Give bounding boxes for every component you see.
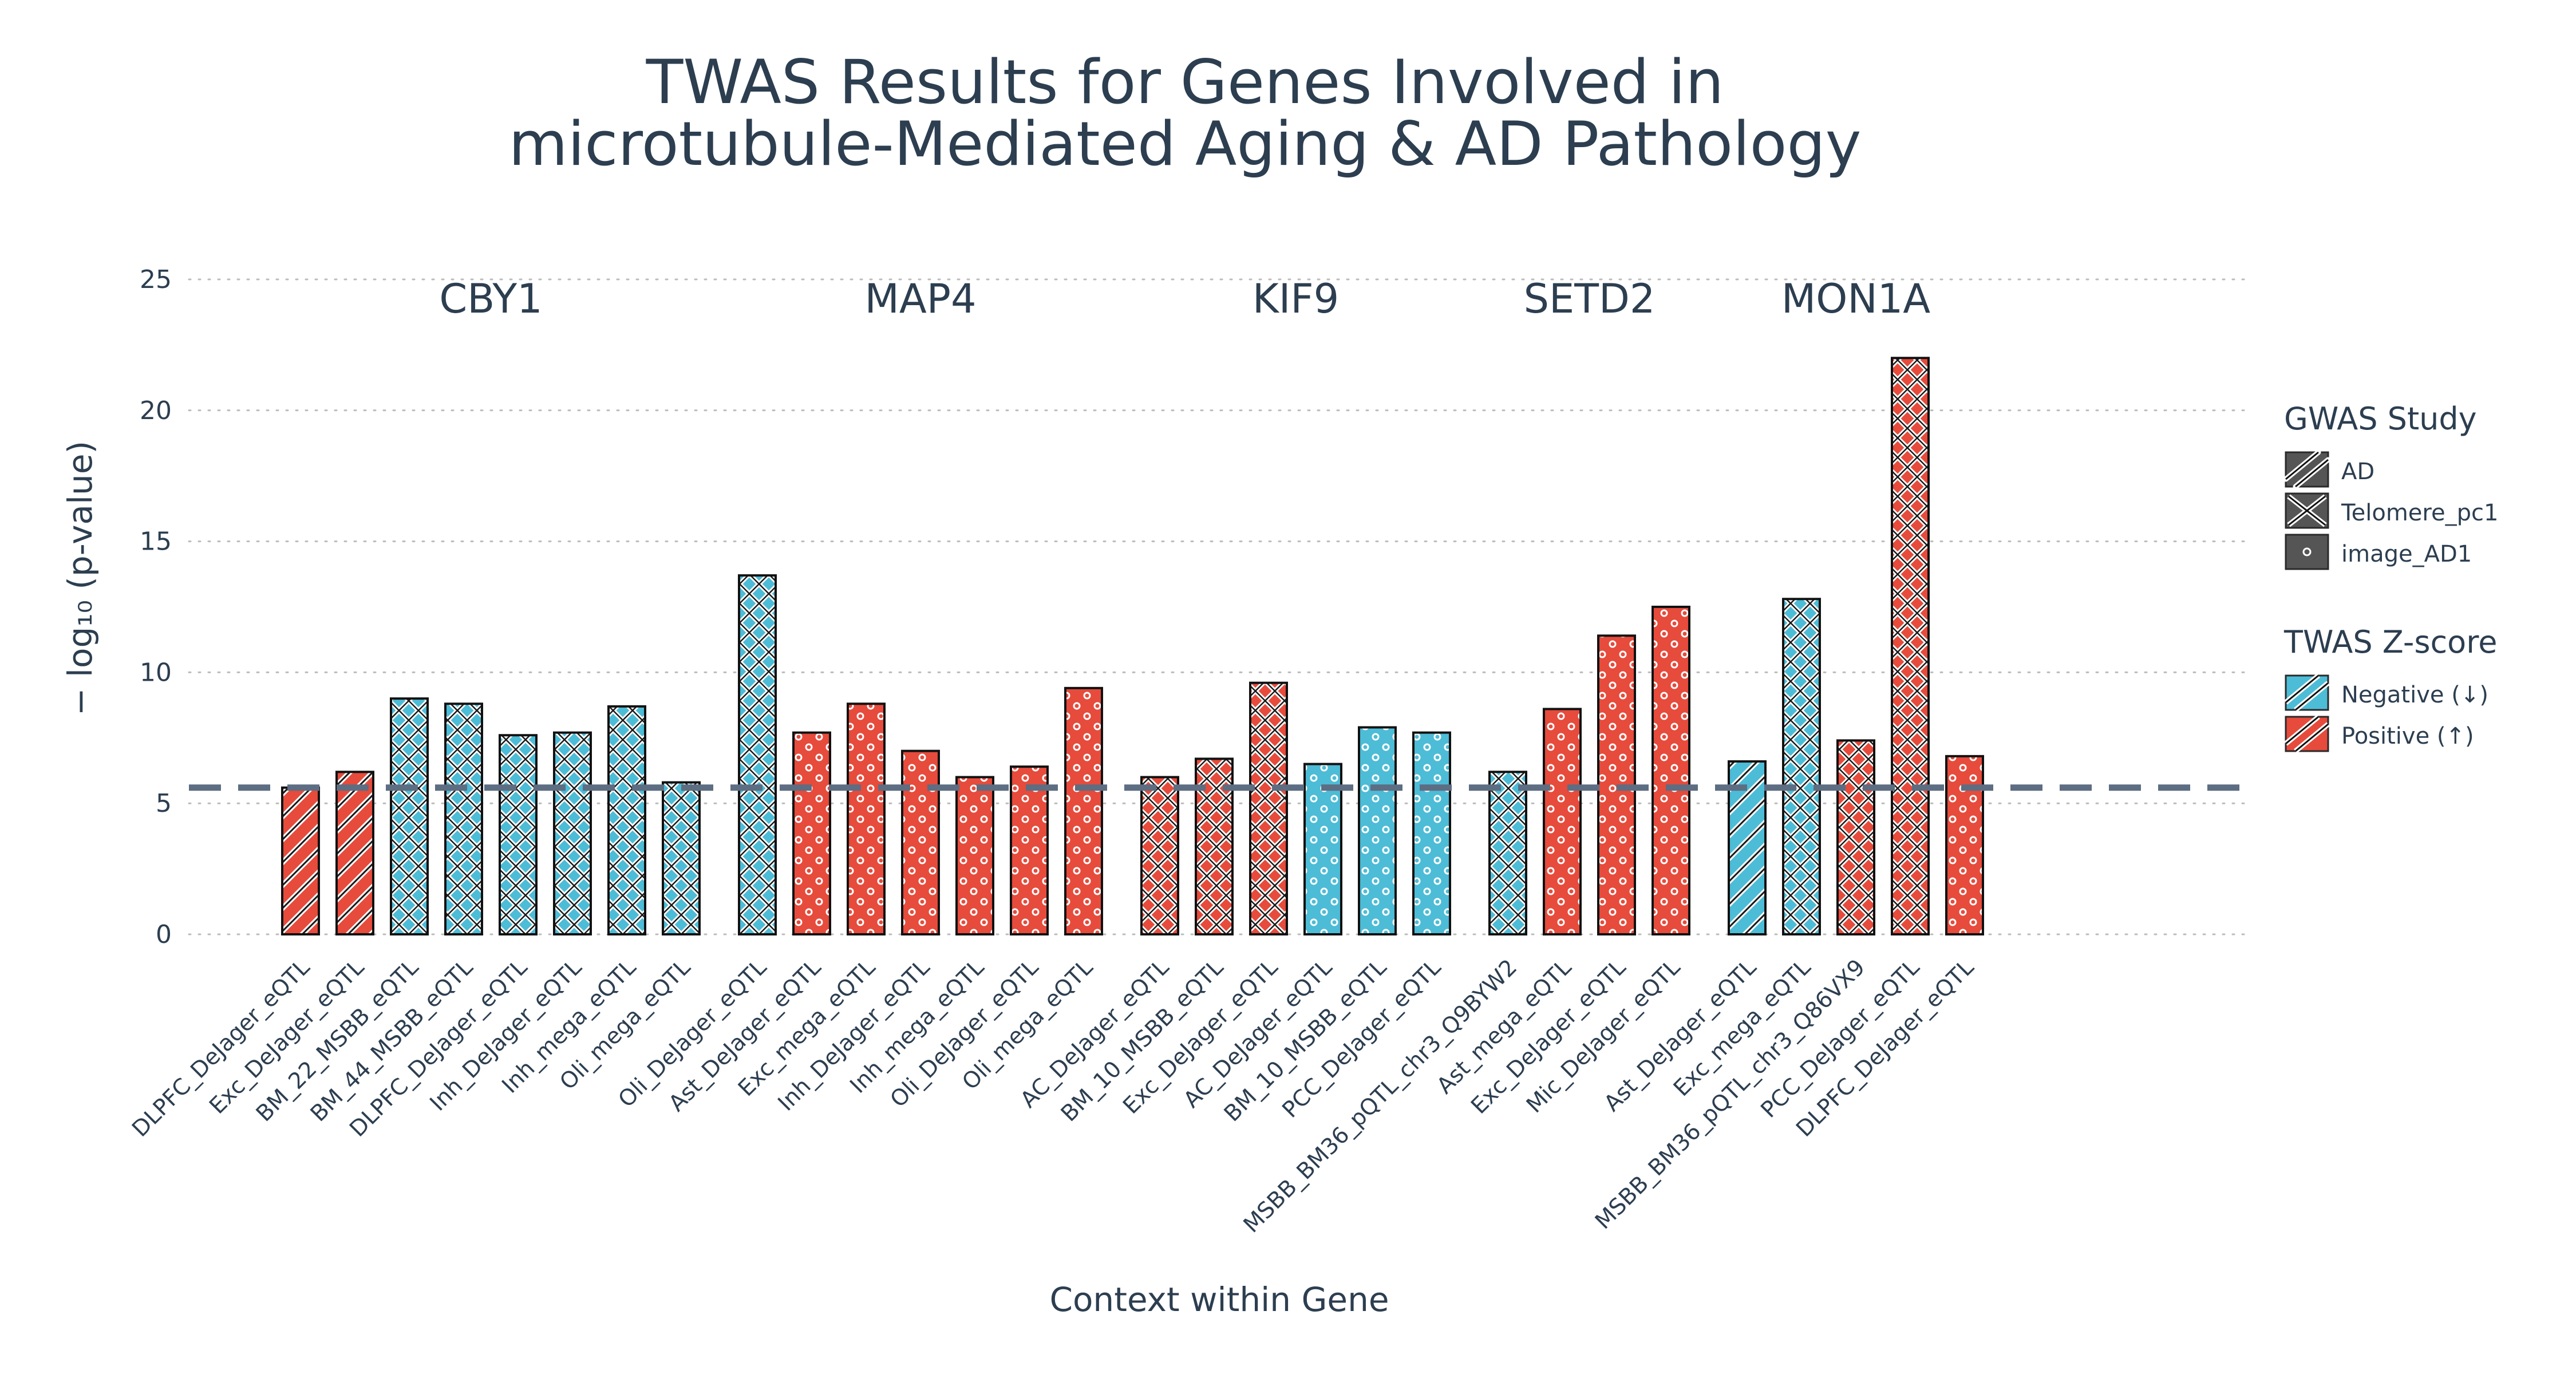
bar-kif9-2 — [1249, 681, 1288, 935]
legend-swatch-telomere-icon — [2285, 492, 2329, 529]
legend-label-telomere: Telomere_pc1 — [2341, 500, 2499, 526]
bar-kif9-4 — [1358, 726, 1397, 935]
gene-label-kif9: KIF9 — [1253, 275, 1339, 322]
bar-kif9-0 — [1140, 776, 1179, 935]
bar-kif9-3 — [1303, 763, 1342, 936]
y-tick-label-0: 0 — [156, 920, 172, 949]
y-tick-label-25: 25 — [140, 265, 172, 294]
bar-map4-5 — [1010, 765, 1049, 935]
bar-cby1-4 — [499, 734, 538, 935]
bar-map4-6 — [1064, 686, 1103, 935]
bar-kif9-5 — [1412, 731, 1451, 935]
legend-label-ad: AD — [2341, 459, 2375, 485]
chart-title-line-1: TWAS Results for Genes Involved in — [646, 47, 1724, 117]
gene-label-map4: MAP4 — [864, 275, 976, 322]
bar-mon1a-3 — [1891, 357, 1930, 935]
legend-gwas-study: GWAS Study AD Telomere_pc1 image_AD1 — [2284, 401, 2498, 574]
legend-swatch-positive-icon — [2284, 715, 2330, 753]
bar-mon1a-4 — [1945, 755, 1984, 936]
legend-item-negative: Negative (↓) — [2284, 674, 2497, 715]
legend-zscore: TWAS Z-score Negative (↓) Positive (↑) — [2284, 624, 2497, 756]
legend-label-image-ad1: image_AD1 — [2341, 541, 2472, 567]
legend-gwas-title: GWAS Study — [2284, 401, 2477, 437]
bar-cby1-5 — [553, 731, 592, 935]
gene-label-setd2: SETD2 — [1524, 275, 1656, 322]
y-tick-label-5: 5 — [156, 789, 172, 818]
legend-item-image-ad1: image_AD1 — [2284, 533, 2477, 574]
legend-label-negative: Negative (↓) — [2341, 682, 2488, 708]
legend-item-telomere: Telomere_pc1 — [2284, 492, 2498, 533]
y-tick-label-20: 20 — [140, 396, 172, 425]
legend-label-positive: Positive (↑) — [2341, 723, 2474, 749]
bar-cby1-7 — [662, 781, 701, 936]
legend-zscore-title: TWAS Z-score — [2284, 624, 2498, 660]
bar-cby1-2 — [390, 697, 429, 936]
bar-setd2-1 — [1543, 708, 1582, 935]
y-tick-label-10: 10 — [140, 658, 172, 687]
chart-title-line-2: microtubule-Mediated Aging & AD Patholog… — [508, 109, 1862, 179]
y-axis-label: − log₁₀ (p-value) — [61, 441, 100, 716]
bar-setd2-0 — [1488, 771, 1527, 935]
bar-map4-1 — [792, 731, 831, 935]
legend-swatch-dots-icon — [2285, 534, 2329, 570]
gene-label-mon1a: MON1A — [1781, 275, 1930, 322]
y-tick-label-15: 15 — [140, 527, 172, 556]
legend-item-positive: Positive (↑) — [2284, 715, 2497, 756]
bar-cby1-3 — [444, 702, 483, 935]
bar-map4-4 — [955, 776, 994, 935]
bar-cby1-6 — [607, 705, 646, 935]
x-axis-label: Context within Gene — [1049, 1280, 1389, 1319]
legend-item-ad: AD — [2284, 451, 2477, 492]
bar-mon1a-1 — [1782, 598, 1821, 935]
bar-map4-3 — [901, 749, 940, 936]
bar-map4-0 — [738, 574, 777, 935]
gene-label-cby1: CBY1 — [439, 275, 542, 322]
legend-swatch-negative-icon — [2284, 674, 2330, 712]
bar-mon1a-2 — [1836, 739, 1875, 935]
bar-setd2-3 — [1652, 606, 1690, 935]
legend-swatch-ad-icon — [2284, 451, 2330, 488]
bar-cby1-1 — [335, 771, 374, 935]
bar-map4-2 — [847, 702, 886, 935]
bar-cby1-0 — [281, 786, 320, 936]
